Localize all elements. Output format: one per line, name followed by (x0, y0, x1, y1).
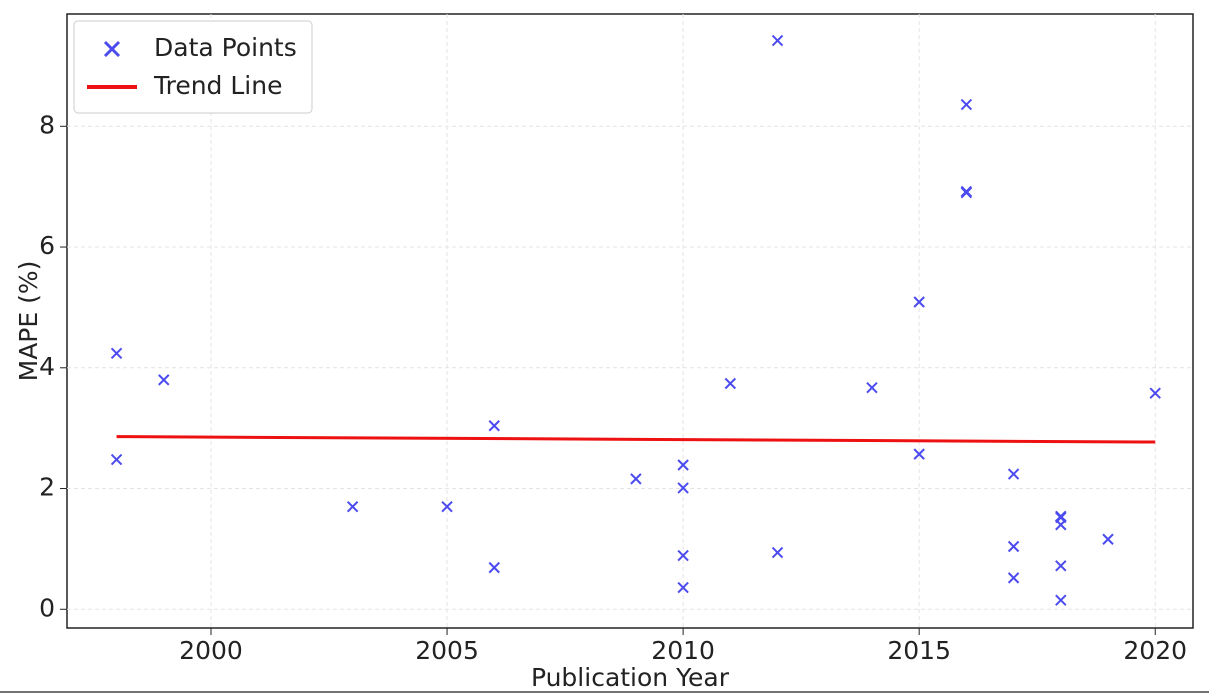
y-tick-label: 2 (39, 473, 55, 502)
data-point (960, 98, 973, 111)
x-tick-label: 2000 (179, 636, 243, 665)
x-axis-label: Publication Year (531, 663, 730, 692)
x-tick-label: 2015 (887, 636, 951, 665)
x-tick-label: 2010 (651, 636, 715, 665)
data-point (677, 581, 689, 594)
legend-label: Data Points (154, 33, 297, 62)
y-tick-label: 8 (39, 110, 55, 139)
legend-label: Trend Line (153, 71, 282, 100)
y-tick-label: 0 (39, 593, 55, 622)
trend-line (116, 435, 1156, 444)
data-point (960, 185, 973, 198)
data-point (1102, 533, 1114, 545)
y-tick-label: 4 (39, 352, 55, 381)
data-point (158, 374, 170, 386)
x-tick-label: 2020 (1123, 636, 1187, 665)
x-tick-label: 2005 (415, 636, 479, 665)
data-point (866, 382, 878, 394)
data-point (441, 500, 453, 513)
data-point (488, 420, 500, 432)
data-point (110, 453, 123, 466)
y-tick-label: 6 (39, 231, 55, 260)
data-point (771, 34, 784, 47)
data-point (630, 473, 642, 485)
data-point (110, 347, 123, 360)
legend-marker (103, 40, 121, 58)
data-point (1007, 572, 1020, 584)
data-point (1055, 519, 1067, 531)
data-point (1007, 468, 1020, 480)
data-point (724, 377, 737, 390)
data-point (1055, 594, 1067, 606)
data-point (677, 459, 689, 471)
data-point (913, 448, 925, 460)
data-point (771, 546, 784, 559)
data-point (346, 500, 359, 513)
data-point (677, 482, 689, 494)
data-point (488, 561, 500, 574)
data-point (1007, 540, 1020, 553)
data-point (913, 296, 925, 308)
plot-frame (66, 13, 1194, 629)
data-point (1149, 387, 1161, 399)
data-point (1055, 560, 1067, 572)
data-point (677, 549, 689, 562)
y-axis-label: MAPE (%) (14, 261, 43, 382)
legend-box (73, 20, 313, 114)
